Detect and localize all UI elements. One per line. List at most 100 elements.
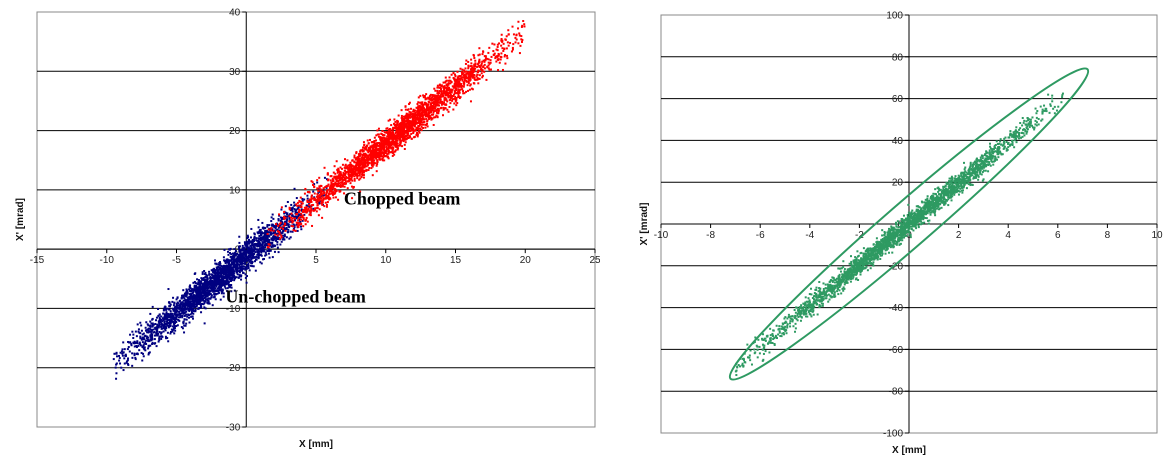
left-chart-series-2-point xyxy=(471,76,474,79)
left-chart-series-2-point xyxy=(419,117,422,120)
left-chart-series-2-point xyxy=(341,178,344,181)
left-chart-series-2-point xyxy=(284,216,287,219)
left-chart-series-1-point xyxy=(268,250,271,253)
left-chart-series-2-point xyxy=(353,177,356,180)
left-chart-series-1-point xyxy=(245,244,248,247)
left-chart-series-1-point xyxy=(127,340,130,343)
left-chart-series-1-point xyxy=(300,214,303,217)
left-chart-series-2-point xyxy=(344,172,347,175)
left-chart-series-1-point xyxy=(176,306,179,309)
left-chart-series-2-point xyxy=(446,85,449,88)
left-chart-series-1-point xyxy=(223,264,226,267)
left-chart-series-1-point xyxy=(247,236,250,239)
left-chart-series-1-point xyxy=(197,286,200,289)
left-chart-series-2-point xyxy=(366,163,369,166)
left-chart-series-1-point xyxy=(230,286,233,289)
left-chart-series-2-point xyxy=(328,198,331,201)
left-chart-series-1-point xyxy=(215,277,218,280)
left-chart-series-1-point xyxy=(248,240,251,243)
left-chart-series-2-point xyxy=(344,174,347,177)
left-chart-series-2-point xyxy=(323,205,326,208)
left-chart-series-2-point xyxy=(356,160,359,163)
left-chart-series-1-point xyxy=(233,279,236,282)
left-chart-series-2-point xyxy=(465,90,468,93)
left-chart-series-2-point xyxy=(447,83,450,86)
left-chart-series-1-point xyxy=(212,288,215,291)
left-chart-series-1-point xyxy=(158,339,161,342)
left-chart-series-2-point xyxy=(395,137,398,140)
left-chart-series-1-point xyxy=(147,353,150,356)
left-chart-series-1-point xyxy=(241,268,244,271)
left-chart-series-2-point xyxy=(375,170,378,173)
left-chart-series-1-point xyxy=(149,312,152,315)
left-chart-series-2-point xyxy=(346,159,349,162)
left-chart-series-2-point xyxy=(406,116,409,119)
left-chart-series-1-point xyxy=(137,328,140,331)
left-chart-series-2-point xyxy=(388,141,391,144)
left-chart-series-2-point xyxy=(321,193,324,196)
left-chart-series-2-point xyxy=(300,203,303,206)
left-chart-series-2-point xyxy=(414,109,417,112)
left-chart-series-1-point xyxy=(166,307,169,310)
left-chart-series-2-point xyxy=(353,179,356,182)
left-chart-series-2-point xyxy=(423,94,426,97)
left-chart-series-1-point xyxy=(125,361,128,364)
left-chart-series-2-point xyxy=(449,98,452,101)
left-chart-series-1-point xyxy=(218,264,221,267)
left-chart-series-1-point xyxy=(300,208,303,211)
left-chart-series-1-point xyxy=(205,279,208,282)
left-chart-series-1-point xyxy=(206,281,209,284)
left-chart-series-2-point xyxy=(362,146,365,149)
left-chart-series-1-point xyxy=(184,299,187,302)
left-chart-series-2-point xyxy=(451,85,454,88)
left-chart-series-1-point xyxy=(239,261,242,264)
left-chart-series-2-point xyxy=(445,86,448,89)
left-chart-series-2-point xyxy=(496,49,499,52)
left-chart-series-2-point xyxy=(400,109,403,112)
left-chart-series-2-point xyxy=(459,77,462,80)
left-chart-series-2-point xyxy=(511,48,514,51)
left-chart-series-1-point xyxy=(196,289,199,292)
left-chart-series-1-point xyxy=(291,213,294,216)
left-chart-series-1-point xyxy=(270,246,273,249)
left-chart-series-1-point xyxy=(220,279,223,282)
left-chart-series-1-point xyxy=(141,336,144,339)
left-chart-series-1-point xyxy=(171,325,174,328)
left-chart-series-2-point xyxy=(297,224,300,227)
left-chart-series-1-point xyxy=(145,321,148,324)
left-chart-series-1-point xyxy=(281,231,284,234)
left-chart-series-1-point xyxy=(227,253,230,256)
left-chart-series-2-point xyxy=(355,174,358,177)
left-chart-series-1-point xyxy=(235,260,238,263)
left-chart-series-1-point xyxy=(286,200,289,203)
left-chart-series-2-point xyxy=(501,68,504,71)
left-chart-series-1-point xyxy=(185,308,188,311)
left-chart-series-1-point xyxy=(275,233,278,236)
left-chart-series-2-point xyxy=(352,169,355,172)
left-chart-series-1-point xyxy=(218,268,221,271)
left-chart-series-2-point xyxy=(339,171,342,174)
left-chart-series-1-point xyxy=(229,266,232,269)
left-chart-series-1-point xyxy=(164,325,167,328)
left-chart-series-2-point xyxy=(393,153,396,156)
left-chart-series-1-point xyxy=(288,237,291,240)
left-chart-series-1-point xyxy=(230,290,233,293)
left-chart-series-1-point xyxy=(232,258,235,261)
left-chart-series-1-point xyxy=(234,265,237,268)
left-chart-series-2-point xyxy=(283,222,286,225)
left-chart-series-2-point xyxy=(463,74,466,77)
left-chart-series-1-point xyxy=(320,194,323,197)
left-chart-series-1-point xyxy=(232,254,235,257)
left-chart-series-1-point xyxy=(235,265,238,268)
left-chart-series-1-point xyxy=(195,287,198,290)
left-chart-plot-area xyxy=(36,11,596,428)
left-chart-series-1-point xyxy=(192,281,195,284)
left-chart-series-2-point xyxy=(522,20,525,23)
left-chart-series-2-point xyxy=(373,149,376,152)
left-chart-series-2-point xyxy=(380,132,383,135)
left-chart-series-1-point xyxy=(255,248,258,251)
left-chart-series-1-point xyxy=(203,273,206,276)
left-chart-series-2-point xyxy=(495,48,498,51)
left-chart-series-2-point xyxy=(392,146,395,149)
left-chart-series-2-point xyxy=(397,147,400,150)
